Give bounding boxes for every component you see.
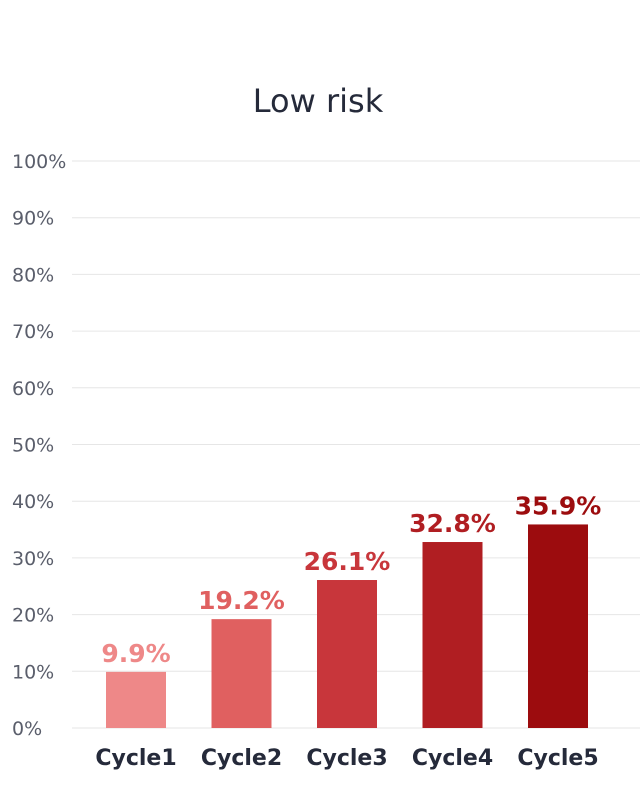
y-tick-label: 80% bbox=[12, 264, 54, 286]
data-label: 9.9% bbox=[101, 639, 170, 668]
y-tick-label: 30% bbox=[12, 548, 54, 570]
x-axis-ticks: Cycle1 Cycle2 Cycle3 Cycle4 Cycle5 bbox=[95, 746, 598, 771]
y-tick-label: 10% bbox=[12, 661, 54, 683]
bar bbox=[106, 671, 166, 728]
y-tick-label: 20% bbox=[12, 605, 54, 627]
x-tick-label: Cycle5 bbox=[517, 746, 598, 771]
y-tick-label: 100% bbox=[12, 151, 66, 173]
x-tick-label: Cycle2 bbox=[201, 746, 282, 771]
y-tick-label: 0% bbox=[12, 718, 42, 740]
y-tick-label: 90% bbox=[12, 208, 54, 230]
bars bbox=[106, 524, 588, 728]
bar bbox=[422, 542, 483, 728]
y-tick-label: 60% bbox=[12, 378, 54, 400]
data-labels: 9.9% 19.2% 26.1% 32.8% 35.9% bbox=[101, 491, 601, 667]
chart-title: Low risk bbox=[253, 82, 384, 120]
data-label: 26.1% bbox=[304, 547, 391, 576]
y-tick-label: 70% bbox=[12, 321, 54, 343]
bar bbox=[528, 524, 588, 728]
y-tick-label: 40% bbox=[12, 491, 54, 513]
gridlines bbox=[72, 160, 640, 729]
y-axis-ticks: 0% 10% 20% 30% 40% 50% 60% 70% 80% 90% 100% bbox=[12, 151, 66, 740]
data-label: 35.9% bbox=[515, 491, 602, 520]
data-label: 19.2% bbox=[198, 586, 285, 615]
x-tick-label: Cycle1 bbox=[95, 746, 176, 771]
x-tick-label: Cycle4 bbox=[412, 746, 493, 771]
data-label: 32.8% bbox=[409, 509, 496, 538]
bar bbox=[211, 619, 272, 728]
x-tick-label: Cycle3 bbox=[306, 746, 387, 771]
bar bbox=[317, 580, 377, 728]
y-tick-label: 50% bbox=[12, 435, 54, 457]
